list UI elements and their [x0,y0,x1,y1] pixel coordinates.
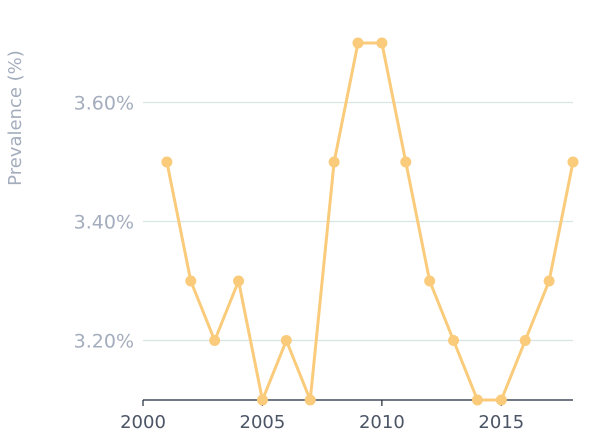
data-point [376,37,388,49]
data-point [280,335,292,346]
data-point [209,335,221,346]
y-axis-label-group: Prevalence (%) [5,50,26,186]
data-point [495,394,507,406]
gridlines [143,101,573,342]
series-line [165,41,575,402]
data-point [161,156,173,168]
x-axis-ticks: 2000 2005 2010 2015 [120,400,524,433]
data-point [400,156,412,168]
data-point [543,275,555,287]
data-point [256,394,268,406]
data-point [304,394,316,406]
y-axis-label: Prevalence (%) [5,50,26,186]
y-axis-ticks: 3.20% 3.40% 3.60% [74,93,134,353]
x-tick-label: 2000 [120,412,166,433]
data-point [233,275,245,287]
data-point [424,275,436,287]
x-tick-label: 2005 [240,412,286,433]
data-point [448,335,460,346]
y-tick-label: 3.20% [74,331,134,353]
x-tick-label: 2010 [359,412,405,433]
data-point [519,335,531,346]
data-point [471,394,483,406]
series [161,37,579,406]
data-point [328,156,340,168]
data-point [352,37,364,49]
y-tick-label: 3.40% [74,212,134,234]
x-tick-label: 2015 [478,412,524,433]
y-tick-label: 3.60% [74,93,134,115]
data-point [185,275,197,287]
data-point [567,156,579,168]
